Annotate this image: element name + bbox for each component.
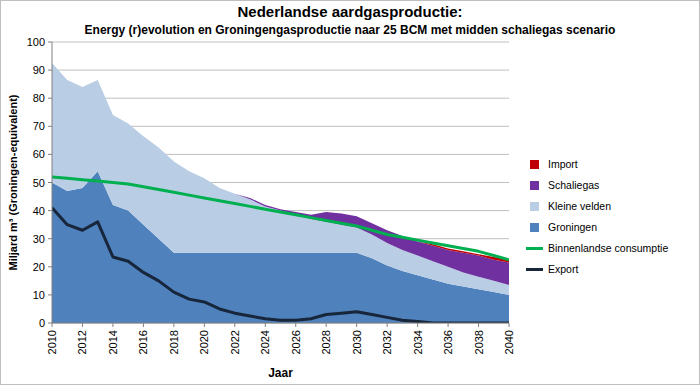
y-axis (52, 42, 53, 323)
x-tick-label: 2040 (503, 330, 515, 354)
chart-border (1, 1, 700, 385)
grid-line (52, 42, 509, 43)
x-tick-label: 2018 (168, 330, 180, 354)
x-tick (295, 323, 296, 327)
y-tick (48, 126, 52, 127)
y-axis-label: Miljard m³ (Groningen-equivalent) (7, 94, 19, 270)
x-tick (143, 323, 144, 327)
x-tick (326, 323, 327, 327)
y-tick (48, 294, 52, 295)
y-tick-label: 20 (33, 261, 45, 273)
legend-swatch (530, 181, 539, 190)
y-tick (48, 238, 52, 239)
x-tick-label: 2022 (229, 330, 241, 354)
y-tick (48, 42, 52, 43)
line (52, 208, 509, 323)
y-tick-label: 80 (33, 92, 45, 104)
legend-label: Import (548, 158, 578, 170)
x-tick-label: 2016 (137, 330, 149, 354)
y-tick-label: 50 (33, 177, 45, 189)
x-tick (478, 323, 479, 327)
legend-label: Binnenlandse consumptie (548, 242, 668, 254)
y-tick (48, 266, 52, 267)
legend-label: Export (548, 263, 578, 275)
y-tick-label: 40 (33, 205, 45, 217)
y-tick-label: 10 (33, 289, 45, 301)
area (52, 63, 509, 285)
x-tick (52, 323, 53, 327)
y-tick (48, 323, 52, 324)
legend-label: Kleine velden (548, 200, 611, 212)
y-tick-label: 60 (33, 148, 45, 160)
y-tick (48, 98, 52, 99)
plot-area (52, 63, 509, 323)
legend-swatch (526, 268, 543, 271)
x-axis-label: Jaar (268, 366, 293, 380)
y-tick-label: 100 (27, 36, 45, 48)
title: Nederlandse aardgasproductie: (237, 3, 462, 20)
x-tick-label: 2024 (259, 330, 271, 354)
legend-swatch (530, 202, 539, 211)
x-tick (509, 323, 510, 327)
legend-label: Groningen (548, 221, 597, 233)
grid-line (52, 98, 509, 99)
grid-line (52, 70, 509, 71)
y-tick (48, 70, 52, 71)
y-tick (48, 154, 52, 155)
legend-label: Schaliegas (548, 179, 599, 191)
x-tick-label: 2036 (442, 330, 454, 354)
x-tick-label: 2030 (351, 330, 363, 354)
legend-swatch (526, 247, 543, 250)
grid-line (52, 323, 509, 324)
x-tick-label: 2012 (76, 330, 88, 354)
y-tick-label: 30 (33, 233, 45, 245)
y-tick (48, 182, 52, 183)
x-tick (82, 323, 83, 327)
y-tick-label: 70 (33, 120, 45, 132)
x-tick-label: 2026 (290, 330, 302, 354)
x-tick-label: 2028 (320, 330, 332, 354)
legend-swatch (530, 223, 539, 232)
x-tick-label: 2038 (473, 330, 485, 354)
y-tick-label: 0 (39, 317, 45, 329)
x-tick (448, 323, 449, 327)
x-tick (204, 323, 205, 327)
x-tick-label: 2010 (46, 330, 58, 354)
x-tick (417, 323, 418, 327)
y-tick (48, 210, 52, 211)
x-tick (356, 323, 357, 327)
legend-swatch (530, 160, 539, 169)
x-tick (265, 323, 266, 327)
x-tick-label: 2014 (107, 330, 119, 354)
x-tick (112, 323, 113, 327)
x-tick (173, 323, 174, 327)
x-tick (234, 323, 235, 327)
x-tick-label: 2032 (381, 330, 393, 354)
subtitle: Energy (r)evolution en Groningengasprodu… (85, 23, 616, 37)
x-tick-label: 2034 (412, 330, 424, 354)
x-axis (52, 323, 509, 324)
x-tick (387, 323, 388, 327)
x-tick-label: 2020 (198, 330, 210, 354)
chart: Nederlandse aardgasproductie: Energy (r)e… (0, 0, 700, 385)
area (52, 63, 509, 263)
y-tick-label: 90 (33, 64, 45, 76)
line (52, 177, 509, 260)
